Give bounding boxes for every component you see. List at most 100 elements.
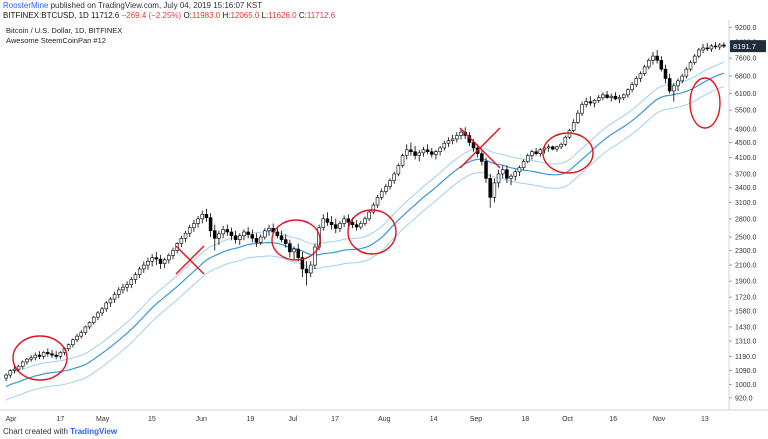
tradingview-logo[interactable]: TradingView [70, 427, 118, 436]
candle-body [430, 151, 434, 155]
candle-body [538, 149, 543, 154]
candle-body [722, 44, 726, 47]
candle-body [233, 235, 238, 240]
candle-body [304, 268, 309, 274]
candle-body [672, 85, 676, 92]
candle-body [450, 138, 455, 142]
y-tick-label: 4100.0 [735, 155, 757, 162]
candle-body [112, 294, 117, 300]
y-tick-label: 1000.0 [735, 382, 757, 389]
candle-body [559, 143, 563, 148]
candle-body [204, 213, 209, 218]
candle-body [71, 339, 75, 346]
candle-body [417, 152, 422, 156]
candle-body [246, 231, 250, 235]
candle-body [83, 326, 88, 333]
candle-body [396, 165, 401, 175]
candle-body [659, 60, 664, 70]
candle-body [158, 258, 163, 264]
candle-body [179, 238, 184, 244]
candle-body [676, 80, 680, 87]
candle-body [701, 47, 705, 51]
y-tick-label: 920.0 [735, 395, 753, 402]
high-value: 12065.0 [230, 11, 260, 20]
candle-body [16, 365, 21, 370]
candle-body [108, 298, 113, 304]
x-tick-label: Sep [470, 416, 483, 423]
candle-body [371, 204, 376, 213]
candle-body [576, 112, 580, 123]
y-tick-label: 6100.0 [735, 91, 757, 98]
candle-body [555, 146, 559, 150]
candle-body [58, 352, 63, 357]
candle-body [325, 218, 330, 223]
candle-body [171, 250, 175, 256]
y-tick-label: 2100.0 [735, 263, 757, 270]
low-value: 11626.0 [268, 11, 297, 20]
y-tick-label: 1190.0 [735, 354, 756, 361]
x-tick-label: Nov [653, 416, 666, 423]
y-tick-label: 3100.0 [735, 200, 757, 207]
candle-body [684, 68, 689, 77]
candle-body [225, 229, 230, 233]
candle-body [217, 233, 221, 239]
candle-body [630, 84, 634, 90]
candle-body [434, 151, 438, 155]
candle-body [392, 173, 396, 181]
x-tick-label: Oct [562, 416, 573, 423]
candle-body [709, 45, 714, 50]
y-tick-label: 1430.0 [735, 324, 757, 331]
price-axis: 9200.08400.07600.06800.06100.05500.04900… [729, 25, 757, 402]
candle-body [563, 136, 568, 145]
time-axis: Apr 17 May 15 Jun 19 Jul 17 Aug 14 Sep 18 Oct 16 Nov 13 [6, 416, 709, 423]
chart-title: Bitcoin / U.S. Dollar, 1D, BITFINEX [6, 26, 123, 35]
y-tick-label: 1090.0 [735, 368, 757, 375]
candle-body [162, 259, 167, 264]
candle-body [283, 239, 288, 244]
candle-body [688, 62, 693, 70]
candle-body [192, 223, 196, 228]
candle-body [75, 335, 79, 341]
candle-body [12, 368, 17, 371]
y-tick-label: 1720.0 [735, 295, 757, 302]
close-value: 11712.6 [306, 11, 336, 20]
candle-body [425, 149, 430, 152]
candle-body [308, 264, 313, 274]
footer: Chart created with TradingView [3, 427, 117, 436]
candle-body [567, 130, 572, 138]
candle-body [212, 230, 217, 239]
candle-body [667, 78, 672, 92]
candle-body [354, 224, 359, 228]
candle-body [655, 55, 659, 61]
candle-body [321, 218, 326, 228]
candle-body [692, 55, 697, 63]
candle-body [551, 146, 555, 150]
y-tick-label: 4900.0 [735, 126, 757, 133]
candle-body [167, 255, 171, 261]
candle-body [680, 75, 684, 82]
author-link[interactable]: RoosterMine [3, 1, 49, 10]
candle-body [488, 178, 492, 198]
x-tick-label: 14 [430, 416, 438, 423]
x-tick-label: Jul [288, 416, 297, 423]
last-price-tag: 8191.7 [730, 40, 766, 53]
candle-body [596, 97, 601, 101]
x-tick-label: Aug [378, 416, 391, 423]
candle-body [242, 231, 246, 237]
candle-body [571, 122, 576, 131]
candle-body [250, 234, 255, 239]
candle-body [580, 104, 584, 114]
low-key: L: [261, 11, 269, 20]
candle-body [492, 182, 497, 198]
candle-body [87, 322, 92, 328]
candle-body [521, 161, 526, 168]
candle-body [137, 268, 142, 275]
candle-body [29, 357, 33, 360]
candle-body [375, 197, 380, 206]
annotation-circle [347, 209, 397, 255]
candle-body [626, 89, 630, 96]
candle-body [263, 230, 267, 238]
annotation-circle [12, 335, 68, 381]
candle-body [442, 142, 447, 149]
